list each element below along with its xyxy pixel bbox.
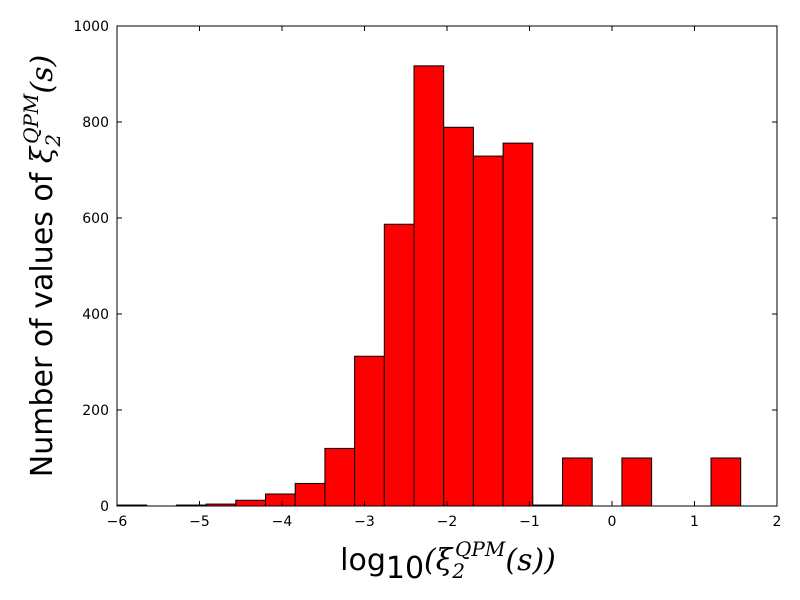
histogram-bar xyxy=(324,447,356,507)
histogram-bar xyxy=(265,493,296,507)
x-tick-label: 2 xyxy=(773,514,782,530)
x-axis-label: log10(ξ2QPM(s)) xyxy=(340,537,556,586)
histogram-bar xyxy=(354,355,385,507)
x-tick-label: 0 xyxy=(608,514,617,530)
histogram-bar xyxy=(413,65,445,507)
x-tick-label: −5 xyxy=(189,514,210,530)
x-tick-label: −1 xyxy=(519,514,540,530)
x-tick-label: −3 xyxy=(354,514,375,530)
x-tick-label: 1 xyxy=(690,514,699,530)
y-tick-label: 400 xyxy=(82,307,109,323)
ticks-group: −6 −5 −4 −3 −2 −1 0 1 2 0 200 400 600 800 1000 xyxy=(73,19,781,530)
histogram-bar xyxy=(562,457,593,507)
histogram-bar xyxy=(472,155,504,507)
x-tick-label: −4 xyxy=(272,514,293,530)
y-tick-label: 1000 xyxy=(73,19,109,35)
y-tick-label: 800 xyxy=(82,115,109,131)
y-axis-label: Number of values of ξ2QPM(s) xyxy=(19,55,65,477)
histogram-bar xyxy=(294,482,326,507)
y-tick-label: 600 xyxy=(82,211,109,227)
y-tick-label: 0 xyxy=(100,499,109,515)
histogram-bar xyxy=(621,457,653,507)
x-tick-label: −2 xyxy=(437,514,458,530)
bars-group xyxy=(116,65,742,507)
x-tick-label: −6 xyxy=(107,514,128,530)
histogram-bar xyxy=(383,223,415,507)
histogram-bar xyxy=(710,457,742,507)
histogram-bar xyxy=(235,499,267,507)
histogram-bar xyxy=(502,142,534,507)
y-tick-label: 200 xyxy=(82,403,109,419)
histogram-bar xyxy=(443,126,474,507)
